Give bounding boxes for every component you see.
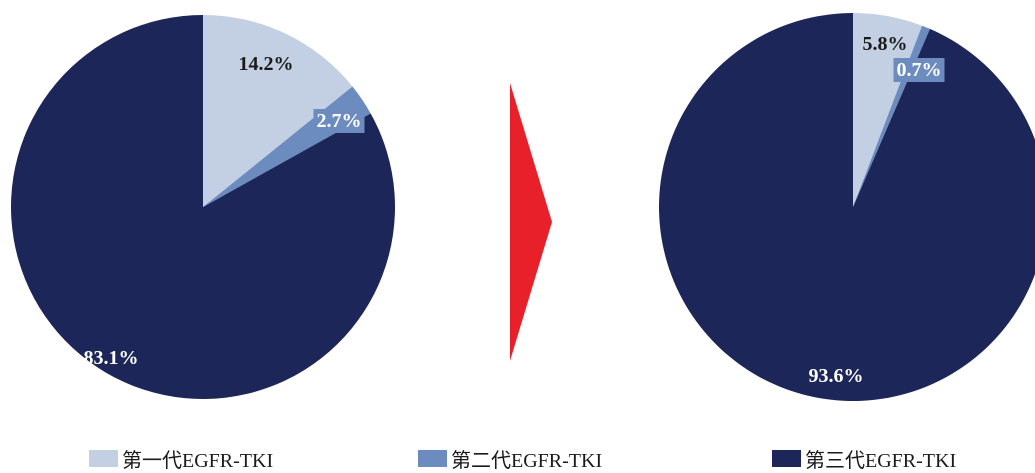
slice-label-box-second-gen <box>313 109 365 133</box>
legend: 第一代EGFR-TKI 第二代EGFR-TKI 第三代EGFR-TKI <box>0 446 1035 472</box>
slice-label-second-gen: 2.7% <box>317 110 362 132</box>
pie-chart-after: 5.8% 0.7% 93.6% <box>659 13 1035 401</box>
pie-chart-before: 14.2% 2.7% 83.1% <box>11 15 396 399</box>
legend-swatch-first-gen <box>89 450 118 467</box>
legend-label-first-gen: 第一代EGFR-TKI <box>122 450 274 472</box>
pie-slice-third-gen <box>659 13 1035 401</box>
pie-slice-third-gen <box>11 15 396 399</box>
legend-label-second-gen: 第二代EGFR-TKI <box>451 450 603 472</box>
legend-item-second-gen: 第二代EGFR-TKI <box>418 446 603 472</box>
slice-label-third-gen: 83.1% <box>84 347 139 369</box>
slice-label-third-gen: 93.6% <box>809 365 864 387</box>
legend-swatch-second-gen <box>418 450 447 467</box>
legend-item-third-gen: 第三代EGFR-TKI <box>772 446 957 472</box>
slice-label-first-gen: 14.2% <box>239 53 294 75</box>
slice-label-box-second-gen <box>893 58 945 82</box>
legend-swatch-third-gen <box>772 450 801 467</box>
transition-arrow <box>510 83 552 361</box>
legend-label-third-gen: 第三代EGFR-TKI <box>805 450 957 472</box>
pie-slice-first-gen <box>203 15 353 207</box>
legend-item-first-gen: 第一代EGFR-TKI <box>89 446 274 472</box>
slice-label-second-gen: 0.7% <box>897 59 942 81</box>
slice-label-first-gen: 5.8% <box>863 33 908 55</box>
